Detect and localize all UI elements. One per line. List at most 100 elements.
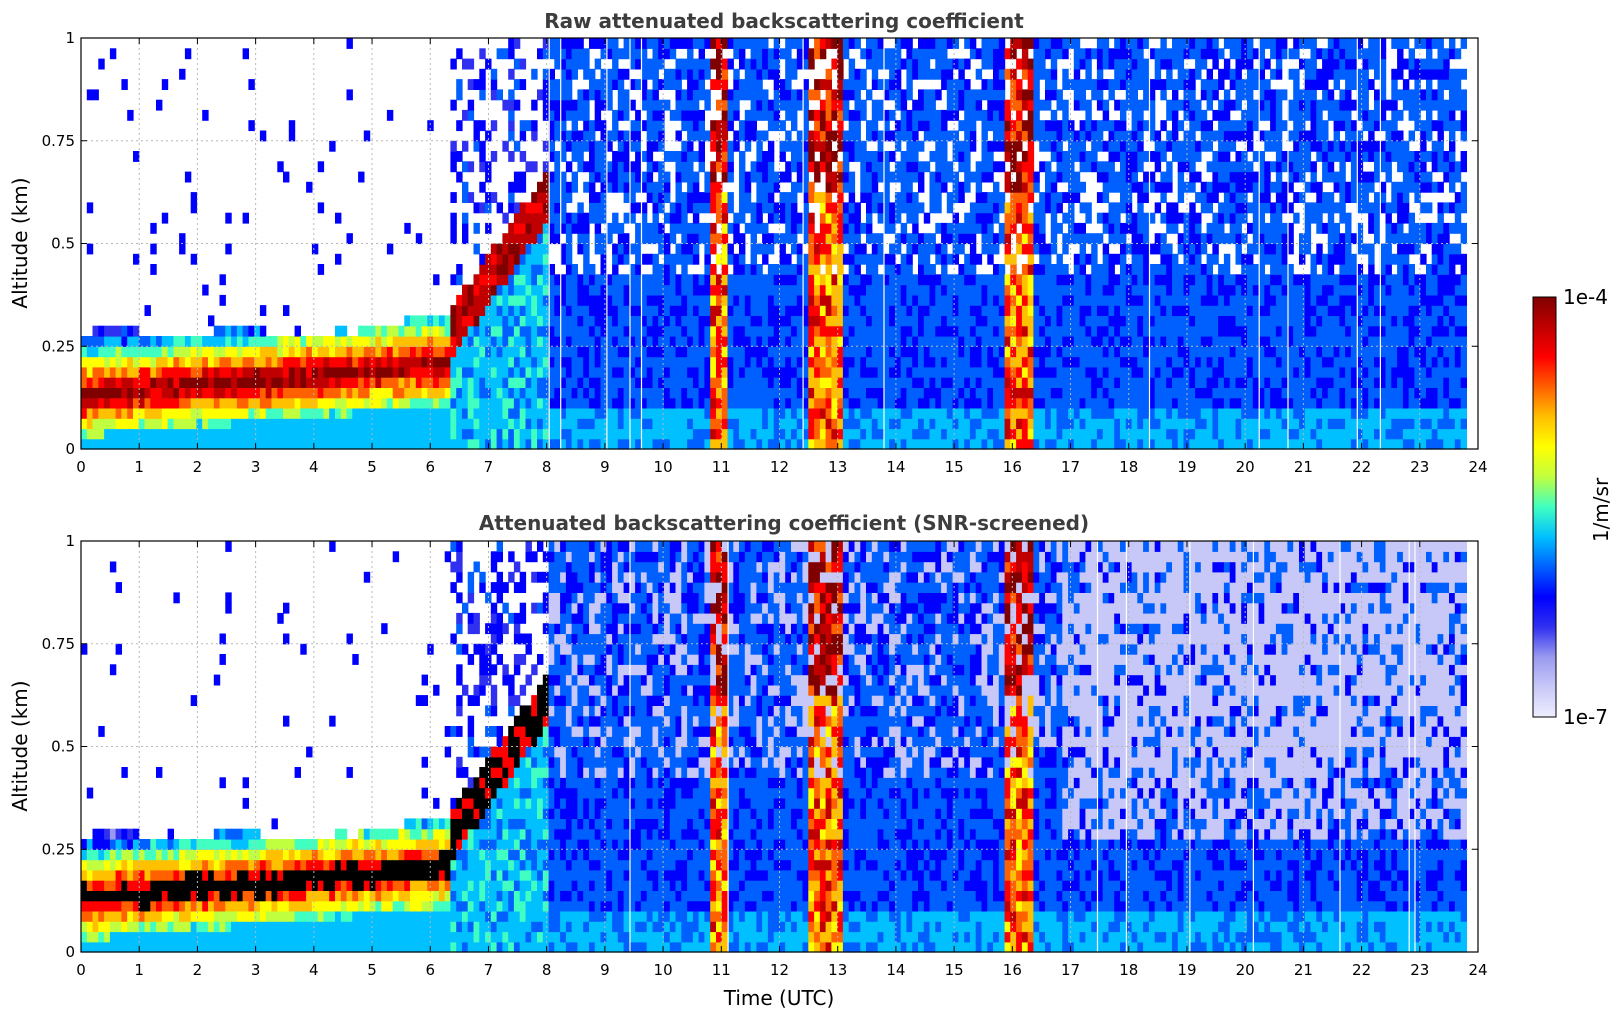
heatmap-cell xyxy=(779,89,786,101)
heatmap-cell xyxy=(762,151,769,162)
heatmap-cell xyxy=(1004,212,1011,224)
heatmap-cell xyxy=(814,130,821,142)
heatmap-cell xyxy=(508,305,515,316)
heatmap-cell xyxy=(1125,387,1133,399)
heatmap-cell xyxy=(1021,315,1029,327)
heatmap-cell xyxy=(975,99,983,111)
heatmap-cell xyxy=(687,58,694,70)
heatmap-cell xyxy=(554,284,561,296)
heatmap-cell xyxy=(710,428,717,440)
heatmap-cell xyxy=(554,89,561,101)
heatmap-cell xyxy=(1125,140,1133,152)
heatmap-cell xyxy=(317,438,325,450)
heatmap-cell xyxy=(692,233,700,245)
heatmap-cell xyxy=(831,109,838,121)
heatmap-cell xyxy=(565,192,573,203)
heatmap-cell xyxy=(242,428,249,440)
heatmap-cell xyxy=(589,325,596,337)
heatmap-cell xyxy=(796,58,804,70)
heatmap-cell xyxy=(427,366,434,378)
heatmap-cell xyxy=(946,356,954,368)
heatmap-cell xyxy=(612,428,619,440)
heatmap-cell xyxy=(808,377,815,388)
heatmap-cell xyxy=(81,336,88,347)
heatmap-cell xyxy=(1137,325,1144,337)
heatmap-cell xyxy=(548,284,555,296)
heatmap-cell xyxy=(802,89,809,101)
heatmap-cell xyxy=(756,109,763,121)
heatmap-cell xyxy=(1108,315,1115,327)
heatmap-cell xyxy=(716,438,723,450)
heatmap-cell xyxy=(779,305,786,316)
heatmap-cell xyxy=(127,377,134,388)
heatmap-cell xyxy=(958,222,965,234)
heatmap-cell xyxy=(721,233,729,245)
heatmap-cell xyxy=(814,325,821,337)
heatmap-cell xyxy=(1010,181,1017,193)
heatmap-cell xyxy=(929,202,936,214)
heatmap-cell xyxy=(964,120,971,132)
heatmap-cell xyxy=(502,233,509,245)
heatmap-cell xyxy=(311,407,319,419)
heatmap-cell xyxy=(537,233,544,245)
heatmap-cell xyxy=(415,438,423,450)
heatmap-cell xyxy=(796,418,804,430)
heatmap-cell xyxy=(525,161,532,173)
heatmap-cell xyxy=(877,243,884,255)
heatmap-cell xyxy=(773,89,781,101)
heatmap-cell xyxy=(467,397,475,409)
heatmap-cell xyxy=(825,325,832,337)
heatmap-cell xyxy=(1021,325,1029,337)
heatmap-cell xyxy=(1010,407,1017,419)
heatmap-cell xyxy=(629,212,636,224)
heatmap-cell xyxy=(335,366,342,378)
heatmap-cell xyxy=(993,294,1000,306)
heatmap-cell xyxy=(698,438,705,450)
heatmap-cell xyxy=(831,366,838,378)
heatmap-cell xyxy=(808,243,815,255)
heatmap-cell xyxy=(358,356,365,368)
heatmap-cell xyxy=(1033,58,1040,70)
heatmap-cell xyxy=(1091,397,1098,409)
heatmap-cell xyxy=(479,418,486,430)
heatmap-cell xyxy=(1091,151,1098,162)
heatmap-cell xyxy=(109,407,117,419)
heatmap-cell xyxy=(918,315,925,327)
heatmap-cell xyxy=(825,120,832,132)
heatmap-cell xyxy=(675,212,682,224)
heatmap-cell xyxy=(1050,120,1058,132)
heatmap-cell xyxy=(1016,356,1023,368)
heatmap-cell xyxy=(219,336,226,347)
heatmap-cell xyxy=(277,438,284,450)
heatmap-cell xyxy=(825,356,832,368)
heatmap-cell xyxy=(1033,315,1040,327)
heatmap-cell xyxy=(860,181,867,193)
heatmap-cell xyxy=(640,79,648,90)
heatmap-cell xyxy=(1120,294,1127,306)
heatmap-cell xyxy=(1045,438,1052,450)
heatmap-cell xyxy=(600,418,607,430)
heatmap-cell xyxy=(438,397,446,409)
heatmap-cell xyxy=(773,58,781,70)
heatmap-cell xyxy=(848,325,856,337)
heatmap-cell xyxy=(819,233,827,245)
heatmap-cell xyxy=(1125,192,1133,203)
heatmap-cell xyxy=(115,366,122,378)
heatmap-cell xyxy=(1033,202,1040,214)
heatmap-cell xyxy=(767,192,775,203)
heatmap-cell xyxy=(115,336,122,347)
heatmap-cell xyxy=(629,387,636,399)
heatmap-cell xyxy=(156,346,163,358)
heatmap-cell xyxy=(583,346,590,358)
heatmap-cell xyxy=(1131,366,1138,378)
heatmap-cell xyxy=(946,202,954,214)
heatmap-cell xyxy=(796,336,804,347)
heatmap-cell xyxy=(1056,305,1063,316)
heatmap-cell xyxy=(675,325,682,337)
heatmap-cell xyxy=(375,407,382,419)
heatmap-cell xyxy=(144,366,151,378)
heatmap-cell xyxy=(744,418,752,430)
heatmap-cell xyxy=(762,387,769,399)
heatmap-cell xyxy=(92,397,99,409)
heatmap-cell xyxy=(802,48,809,60)
